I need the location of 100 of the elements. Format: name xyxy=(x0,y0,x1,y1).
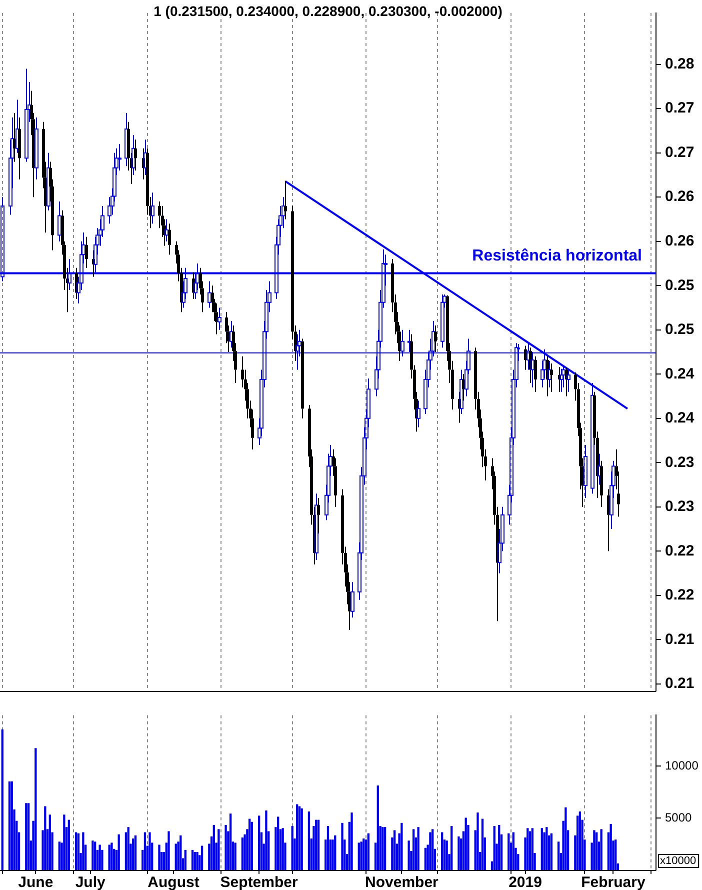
bar xyxy=(212,824,215,870)
bar xyxy=(44,806,46,870)
candlestick xyxy=(164,218,168,242)
bar xyxy=(234,842,236,870)
bar xyxy=(531,828,534,870)
candlestick xyxy=(134,139,137,172)
y-tick-label: 0.21 xyxy=(665,675,694,692)
bar xyxy=(241,837,244,870)
bar xyxy=(300,808,303,870)
y-tick-label: 10000 xyxy=(665,758,699,772)
candlestick xyxy=(317,498,320,534)
candlestick xyxy=(560,368,564,392)
bar xyxy=(481,818,484,870)
bar xyxy=(127,827,130,870)
x-tick-label: November xyxy=(365,874,439,890)
x-tick-label: September xyxy=(220,874,298,890)
candlestick xyxy=(18,116,21,180)
bar xyxy=(540,828,543,870)
bar xyxy=(326,826,330,870)
bar xyxy=(194,852,196,870)
bar xyxy=(367,833,370,870)
bar xyxy=(610,824,612,870)
bar xyxy=(224,824,227,870)
y-tick-label: 0.26 xyxy=(665,232,694,250)
bar xyxy=(493,826,496,870)
bar xyxy=(400,822,403,870)
bar xyxy=(358,842,360,870)
bar xyxy=(578,811,582,870)
bar xyxy=(564,807,567,870)
y-tick-label: 0.24 xyxy=(665,365,695,382)
bar xyxy=(82,832,84,870)
x-tick-label: August xyxy=(148,874,200,890)
text: x10000 xyxy=(660,855,696,868)
bar xyxy=(512,832,514,870)
x-tick-label: 2019 xyxy=(508,874,542,890)
bar xyxy=(593,830,596,870)
bar xyxy=(332,840,334,870)
y-tick-label: 0.26 xyxy=(665,188,694,206)
bar xyxy=(134,835,137,870)
candlestick xyxy=(218,307,222,330)
bar xyxy=(291,826,294,870)
bar xyxy=(298,806,301,870)
bar xyxy=(68,820,70,870)
bar xyxy=(34,748,37,870)
bar xyxy=(424,848,427,870)
bar xyxy=(265,810,268,870)
x-tick-label: July xyxy=(75,874,106,890)
bar xyxy=(191,850,194,870)
bar xyxy=(476,812,479,870)
bar xyxy=(110,842,113,870)
bar xyxy=(144,832,146,870)
bar xyxy=(382,827,384,870)
bar xyxy=(25,803,28,870)
y-tick-label: 0.23 xyxy=(665,454,694,471)
candlestick xyxy=(584,444,588,499)
bar xyxy=(317,820,320,870)
bar xyxy=(74,832,78,870)
bar xyxy=(8,781,11,870)
candlestick xyxy=(230,320,234,348)
bar xyxy=(362,838,365,870)
bar xyxy=(277,816,280,870)
y-tick-label: 0.28 xyxy=(665,55,694,72)
bar xyxy=(92,840,94,870)
bar xyxy=(412,829,415,870)
x-tick-label: February xyxy=(581,874,646,890)
bar xyxy=(132,838,134,870)
bar xyxy=(10,781,13,870)
candlestick xyxy=(434,324,437,352)
y-tick-label: 0.22 xyxy=(665,586,694,604)
bar xyxy=(429,832,432,870)
bar xyxy=(376,786,379,870)
bar xyxy=(360,842,362,870)
bar xyxy=(296,804,298,870)
bar xyxy=(393,830,396,870)
bar xyxy=(508,833,510,870)
bar xyxy=(557,842,560,870)
candlestick xyxy=(534,356,537,392)
bar xyxy=(58,842,60,870)
bar xyxy=(200,846,204,870)
bar xyxy=(180,835,182,870)
y-tick-label: 0.25 xyxy=(665,276,694,294)
candlestick xyxy=(58,201,62,242)
bar xyxy=(526,828,529,870)
bar xyxy=(168,831,170,870)
candlestick xyxy=(350,582,354,618)
bar xyxy=(384,827,386,870)
candlestick xyxy=(34,116,38,180)
chart-title: 1 (0.231500, 0.234000, 0.228900, 0.230300, -0.002000) xyxy=(154,2,502,19)
bar xyxy=(350,812,353,870)
candlestick xyxy=(215,302,218,335)
bar xyxy=(600,829,602,870)
bar xyxy=(77,833,80,870)
bar xyxy=(148,832,151,870)
bar xyxy=(576,816,579,870)
candlestick xyxy=(24,68,28,162)
candlestick xyxy=(118,144,122,172)
y-tick-label: 0.23 xyxy=(665,498,694,516)
candlestick xyxy=(416,400,420,428)
bar xyxy=(1,729,4,870)
bar xyxy=(108,844,110,870)
